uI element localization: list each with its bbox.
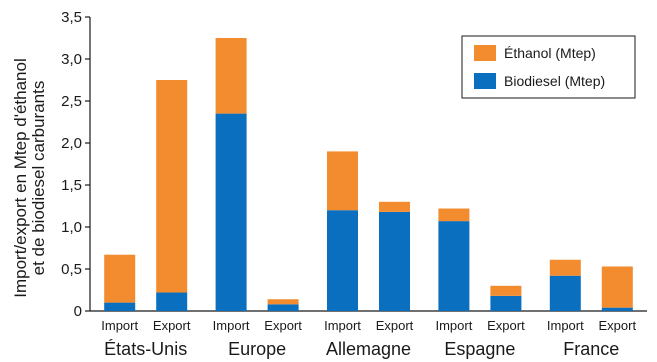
legend-swatch-ethanol bbox=[474, 45, 496, 61]
y-tick-label: 1,5 bbox=[61, 177, 82, 194]
x-tick-label: Export bbox=[487, 318, 525, 333]
bar-segment-biodiesel bbox=[156, 292, 188, 311]
y-tick-label: 0 bbox=[74, 303, 82, 320]
x-group-label: États-Unis bbox=[104, 339, 187, 359]
bar-segment-ethanol bbox=[601, 266, 633, 308]
bar-segment-biodiesel bbox=[104, 302, 136, 311]
bar-segment-ethanol bbox=[327, 151, 358, 211]
bar-segment-ethanol bbox=[379, 201, 410, 212]
bar-segment-biodiesel bbox=[379, 211, 410, 311]
x-group-label: France bbox=[563, 339, 619, 359]
bar-segment-biodiesel bbox=[267, 304, 299, 311]
x-axis: Import Export États-Unis Import Export Europe… bbox=[101, 318, 636, 359]
y-axis-title-line1: Import/export en Mtep d'éthanol bbox=[11, 58, 30, 298]
y-tick-label: 2,0 bbox=[61, 135, 82, 152]
legend-swatch-biodiesel bbox=[474, 73, 496, 89]
y-axis-title-line2: et de biodiesel carburants bbox=[29, 81, 48, 276]
x-tick-label: Import bbox=[435, 318, 472, 333]
y-tick-label: 3,0 bbox=[61, 51, 82, 68]
bar-segment-ethanol bbox=[156, 80, 188, 293]
x-tick-label: Import bbox=[213, 318, 250, 333]
legend-label-ethanol: Éthanol (Mtep) bbox=[504, 45, 596, 61]
bars bbox=[104, 38, 633, 311]
x-tick-label: Import bbox=[547, 318, 584, 333]
x-tick-label: Export bbox=[264, 318, 302, 333]
bar-segment-ethanol bbox=[267, 299, 299, 305]
y-tick-label: 1,0 bbox=[61, 219, 82, 236]
bar-segment-biodiesel bbox=[327, 210, 358, 311]
y-tick-label: 0,5 bbox=[61, 261, 82, 278]
bar-segment-biodiesel bbox=[601, 307, 633, 311]
x-tick-label: Export bbox=[599, 318, 637, 333]
bar-segment-ethanol bbox=[490, 285, 522, 296]
y-tick-label: 3,5 bbox=[61, 9, 82, 26]
bar-segment-biodiesel bbox=[490, 295, 522, 311]
x-tick-label: Import bbox=[324, 318, 361, 333]
x-tick-label: Export bbox=[153, 318, 191, 333]
x-group-label: Espagne bbox=[444, 339, 515, 359]
bar-segment-ethanol bbox=[215, 38, 247, 114]
y-tick-label: 2,5 bbox=[61, 93, 82, 110]
bar-segment-ethanol bbox=[438, 208, 470, 222]
x-tick-label: Import bbox=[101, 318, 138, 333]
x-tick-label: Export bbox=[376, 318, 414, 333]
x-group-label: Allemagne bbox=[326, 339, 411, 359]
x-group-label: Europe bbox=[228, 339, 286, 359]
bar-segment-biodiesel bbox=[215, 113, 247, 311]
y-axis-title: Import/export en Mtep d'éthanol et de bi… bbox=[11, 58, 48, 298]
bar-segment-biodiesel bbox=[549, 275, 581, 311]
bar-segment-biodiesel bbox=[438, 221, 470, 311]
bar-segment-ethanol bbox=[549, 259, 581, 276]
legend: Éthanol (Mtep) Biodiesel (Mtep) bbox=[461, 35, 636, 99]
legend-label-biodiesel: Biodiesel (Mtep) bbox=[504, 73, 605, 89]
bar-segment-ethanol bbox=[104, 254, 136, 303]
